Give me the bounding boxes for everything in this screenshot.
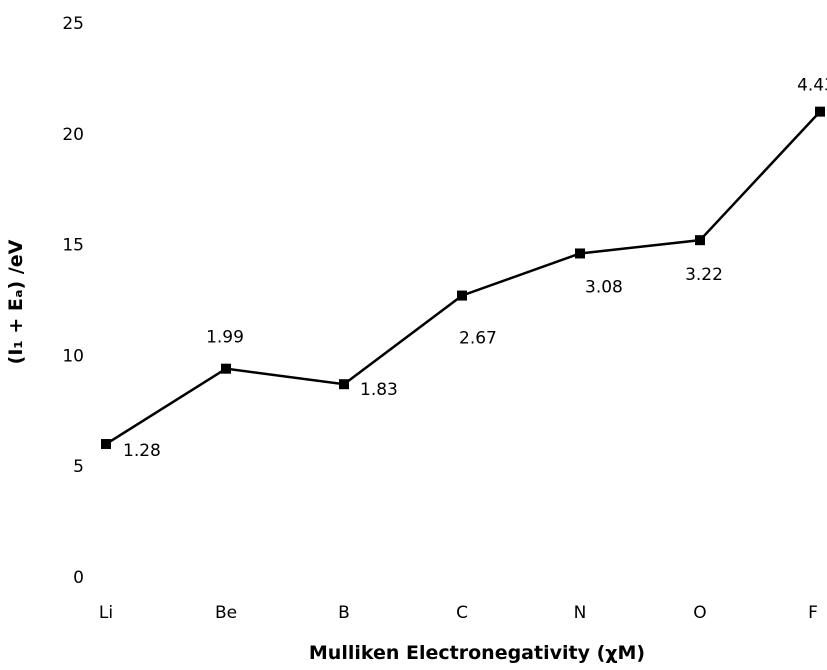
data-labels: 1.28 1.99 1.83 2.67 3.08 3.22 4.43 bbox=[123, 76, 827, 461]
data-point-f bbox=[815, 106, 825, 117]
data-label-n: 3.08 bbox=[585, 277, 623, 297]
y-tick-label: 15 bbox=[62, 236, 84, 256]
x-tick-label: B bbox=[338, 603, 350, 623]
data-label-c: 2.67 bbox=[459, 329, 497, 349]
y-tick-label: 10 bbox=[62, 346, 84, 366]
x-axis-ticks: Li Be B C N O F bbox=[99, 603, 818, 623]
series-line bbox=[101, 106, 825, 450]
data-point-c bbox=[457, 290, 467, 301]
x-tick-label: N bbox=[574, 603, 587, 623]
x-tick-label: O bbox=[693, 603, 706, 623]
data-point-n bbox=[575, 248, 585, 259]
data-label-o: 3.22 bbox=[685, 265, 723, 285]
data-label-li: 1.28 bbox=[123, 441, 161, 461]
x-tick-label: Be bbox=[215, 603, 237, 623]
x-tick-label: C bbox=[456, 603, 468, 623]
x-tick-label: F bbox=[808, 603, 818, 623]
y-tick-label: 5 bbox=[73, 457, 84, 477]
x-tick-label: Li bbox=[99, 603, 113, 623]
data-point-li bbox=[101, 439, 111, 450]
y-tick-label: 0 bbox=[73, 568, 84, 588]
y-axis-ticks: 0 5 10 15 20 25 bbox=[62, 14, 84, 588]
x-axis-title: Mulliken Electronegativity (χM) bbox=[309, 642, 645, 664]
data-label-be: 1.99 bbox=[206, 328, 244, 348]
data-point-b bbox=[339, 379, 349, 390]
data-label-f: 4.43 bbox=[797, 76, 827, 96]
data-point-o bbox=[695, 235, 705, 246]
y-axis-title: (I₁ + Eₐ) /eV bbox=[5, 239, 27, 364]
data-label-b: 1.83 bbox=[360, 380, 398, 400]
data-point-be bbox=[221, 363, 231, 374]
y-tick-label: 20 bbox=[62, 125, 84, 145]
y-tick-label: 25 bbox=[62, 14, 84, 34]
